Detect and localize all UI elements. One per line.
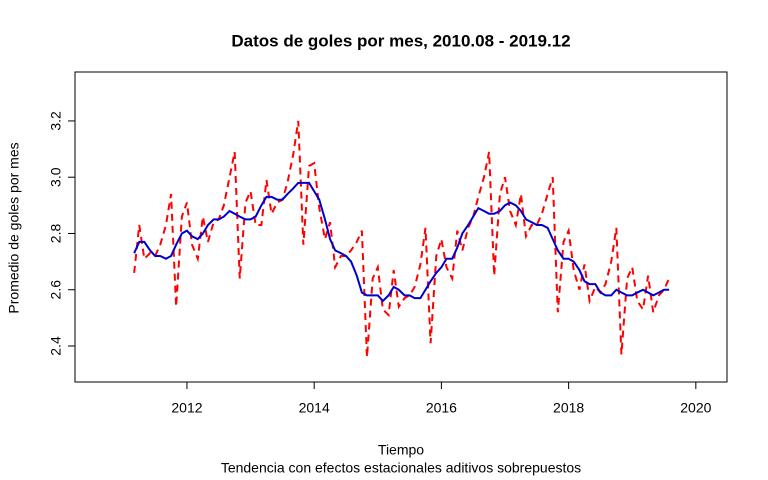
x-tick-label: 2014	[299, 400, 330, 416]
x-tick-label: 2018	[553, 400, 584, 416]
y-tick-label: 2.8	[48, 224, 64, 244]
chart-title: Datos de goles por mes, 2010.08 - 2019.1…	[231, 31, 570, 50]
x-tick-label: 2016	[426, 400, 457, 416]
series-line	[133, 181, 670, 303]
y-tick-label: 2.4	[48, 336, 64, 356]
y-tick-label: 3.2	[48, 111, 64, 131]
x-tick-label: 2012	[171, 400, 202, 416]
y-tick-label: 2.6	[48, 280, 64, 300]
y-axis-label: Promedio de goles por mes	[6, 142, 22, 313]
subtitle: Tendencia con efectos estacionales aditi…	[221, 460, 581, 476]
series-line	[133, 120, 671, 358]
x-tick-label: 2020	[680, 400, 711, 416]
x-axis-label: Tiempo	[378, 442, 424, 458]
y-tick-label: 3.0	[48, 167, 64, 187]
